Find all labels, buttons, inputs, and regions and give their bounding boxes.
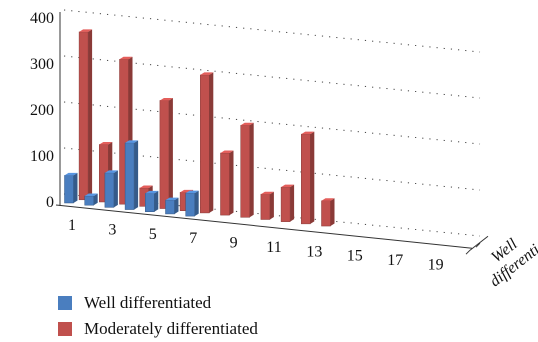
legend-swatch-well	[58, 296, 72, 310]
y-tick-label-4: 400	[30, 10, 54, 27]
gridline-4	[63, 9, 481, 53]
bar-moderate-9	[240, 122, 254, 218]
y-tick-label-3: 300	[30, 56, 54, 73]
bar-moderate-7	[200, 72, 214, 214]
x-tick-label-3: 7	[189, 230, 197, 247]
x-tick-label-2: 5	[149, 226, 157, 243]
depth-axis-tick-a	[465, 249, 471, 255]
gridline-1	[63, 147, 481, 191]
y-tick-label-2: 200	[30, 102, 54, 119]
x-tick-label-5: 11	[266, 239, 281, 256]
legend-label-moderate: Moderately differentiated	[84, 319, 258, 338]
bar-well-3	[104, 170, 118, 208]
y-tick-label-1: 100	[30, 148, 54, 165]
y-tick-label-0: 0	[46, 194, 54, 211]
x-tick-label-8: 17	[387, 252, 403, 269]
bar-well-6	[165, 197, 179, 215]
bar-moderate-1	[78, 29, 93, 201]
bar-well-7	[185, 190, 199, 217]
legend-label-well: Well differentiated	[84, 293, 212, 312]
depth-axis-tick-b	[475, 242, 481, 248]
bar-well-2	[84, 193, 98, 206]
bar-moderate-8	[220, 150, 234, 216]
x-tick-label-9: 19	[428, 256, 444, 273]
bar-moderate-11	[280, 184, 295, 222]
legend-swatch-moderate	[58, 322, 72, 336]
bar-moderate-5	[159, 97, 173, 209]
x-tick-label-7: 15	[347, 248, 363, 265]
x-tick-label-0: 1	[68, 217, 76, 234]
x-tick-label-6: 13	[306, 243, 322, 260]
depth-axis-label: Welldifferentiated	[476, 209, 538, 290]
bar-well-4	[124, 140, 139, 210]
x-tick-label-1: 3	[108, 221, 116, 238]
bar-well-5	[145, 190, 159, 213]
legend-item-moderate: Moderately differentiated	[58, 316, 258, 342]
x-axis-line	[55, 204, 473, 249]
bar-moderate-12	[301, 131, 315, 225]
legend: Well differentiated Moderately different…	[58, 290, 258, 342]
gridline-2	[63, 101, 481, 145]
depth-axis-line	[469, 235, 489, 251]
bar-well-1	[64, 172, 78, 204]
bar-moderate-13	[321, 198, 335, 227]
legend-item-well: Well differentiated	[58, 290, 258, 316]
gridline-3	[63, 55, 481, 99]
x-tick-label-4: 9	[230, 235, 238, 252]
bar-moderate-10	[260, 191, 274, 220]
